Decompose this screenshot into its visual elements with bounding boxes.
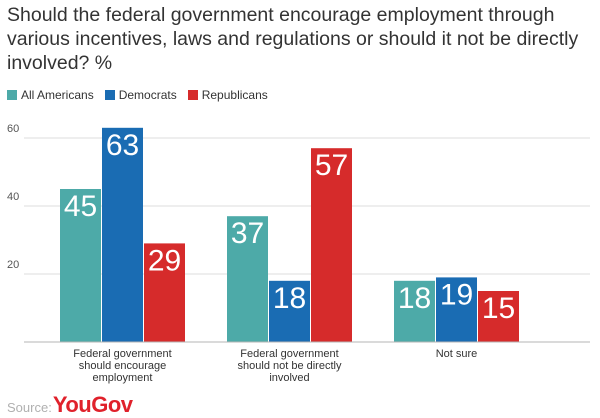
source-label: Source: xyxy=(7,400,52,415)
bar-value-label-republicans-2: 15 xyxy=(482,292,515,325)
bar-all-americans-2 xyxy=(394,280,435,342)
y-tick-label-60: 60 xyxy=(7,123,19,135)
x-category-label-0: Federal government should encourage employ… xyxy=(73,348,171,384)
x-category-label-1: Federal government should not be directly… xyxy=(238,348,342,384)
bar-all-americans-0 xyxy=(60,189,101,342)
bar-democrats-2 xyxy=(436,277,477,342)
bar-value-label-all-americans-0: 45 xyxy=(64,190,97,223)
bar-value-label-democrats-1: 18 xyxy=(273,282,306,315)
chart-legend: All Americans Democrats Republicans xyxy=(7,88,279,102)
bar-value-label-all-americans-2: 18 xyxy=(398,282,431,315)
bar-all-americans-1 xyxy=(227,216,268,342)
chart-title: Should the federal government encourage … xyxy=(7,4,579,74)
bar-value-label-democrats-0: 63 xyxy=(106,129,139,162)
yougov-logo[interactable]: YouGov xyxy=(52,392,133,417)
legend-item-democrats[interactable]: Democrats xyxy=(104,88,177,102)
bar-value-label-all-americans-1: 37 xyxy=(231,217,264,250)
bar-value-label-democrats-2: 19 xyxy=(440,278,473,311)
bar-republicans-1 xyxy=(311,148,352,342)
y-tick-label-40: 40 xyxy=(7,191,19,203)
bar-democrats-0 xyxy=(102,127,143,342)
legend-swatch-democrats xyxy=(104,90,115,100)
bar-republicans-2 xyxy=(478,291,519,342)
bar-value-label-republicans-0: 29 xyxy=(148,244,181,277)
legend-item-republicans[interactable]: Republicans xyxy=(187,88,268,102)
bar-value-label-republicans-1: 57 xyxy=(315,149,348,182)
bar-republicans-0 xyxy=(144,243,185,342)
legend-item-all-americans[interactable]: All Americans xyxy=(7,88,94,102)
legend-swatch-all-americans xyxy=(7,90,17,100)
y-tick-label-20: 20 xyxy=(7,259,19,271)
x-category-label-2: Not sure xyxy=(436,348,478,360)
source-footer: Source: YouGov xyxy=(7,392,133,418)
legend-label-republicans: Republicans xyxy=(201,88,268,102)
legend-swatch-republicans xyxy=(187,90,198,100)
legend-label-all-americans: All Americans xyxy=(21,88,94,102)
legend-label-democrats: Democrats xyxy=(118,88,177,102)
bar-democrats-1 xyxy=(269,280,310,342)
